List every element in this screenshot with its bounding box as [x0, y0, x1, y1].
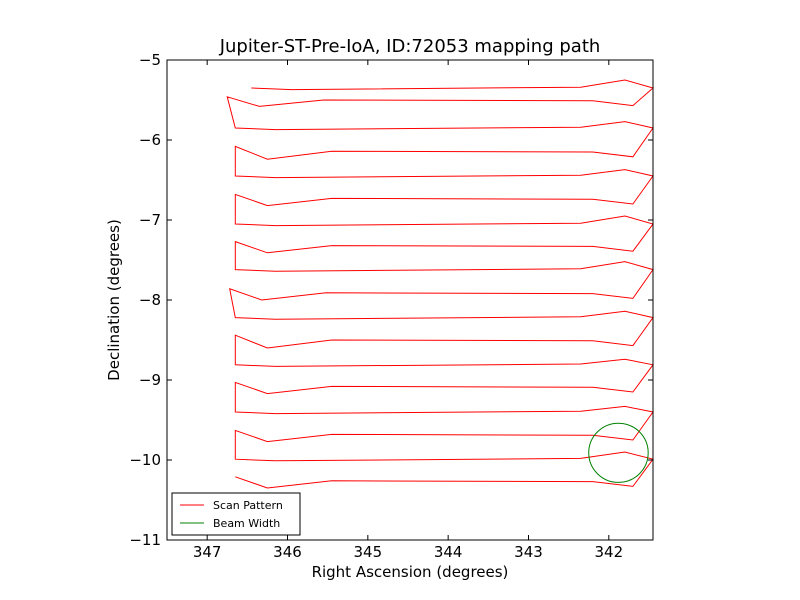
- legend-beam-label: Beam Width: [213, 517, 280, 530]
- x-tick-label: 344: [434, 543, 463, 561]
- axes-frame: [166, 59, 654, 541]
- y-tick-label: −5: [139, 51, 161, 69]
- axis-ticks: 347 346 345 344 343 342 −11 −10 −9 −8 −7 −6 −5: [129, 51, 653, 561]
- scan-pattern-line: [226, 79, 655, 489]
- legend-scan-label: Scan Pattern: [213, 499, 283, 512]
- y-axis-label: Declination (degrees): [105, 219, 123, 381]
- x-tick-label: 346: [273, 543, 302, 561]
- y-tick-label: −10: [129, 451, 161, 469]
- y-tick-label: −7: [139, 211, 161, 229]
- beam-width-circle: [588, 422, 649, 483]
- x-tick-label: 342: [594, 543, 623, 561]
- y-tick-label: −11: [129, 531, 161, 549]
- chart-title: Jupiter-ST-Pre-IoA, ID:72053 mapping pat…: [219, 36, 601, 57]
- y-tick-label: −8: [139, 291, 161, 309]
- x-tick-label: 347: [193, 543, 222, 561]
- x-tick-label: 343: [514, 543, 543, 561]
- legend-box: [171, 492, 301, 536]
- x-axis-label: Right Ascension (degrees): [312, 563, 509, 581]
- y-tick-label: −9: [139, 371, 161, 389]
- plot-area: [226, 79, 655, 489]
- x-tick-label: 345: [354, 543, 383, 561]
- y-tick-label: −6: [139, 131, 161, 149]
- legend: Scan Pattern Beam Width: [171, 492, 301, 536]
